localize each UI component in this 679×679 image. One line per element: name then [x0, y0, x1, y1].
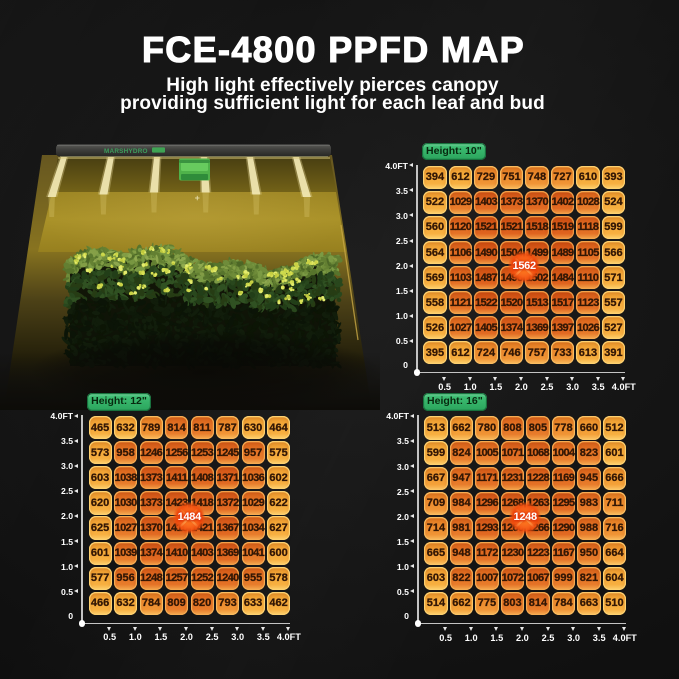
svg-text:MARSHYDRO: MARSHYDRO — [104, 148, 148, 155]
